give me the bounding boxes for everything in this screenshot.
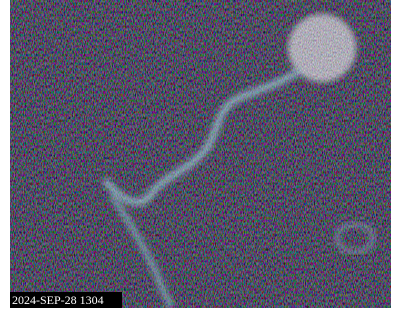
image: 2024-SEP-28 1304 [10, 0, 391, 308]
timestamp: 2024-SEP-28 1304 [12, 293, 104, 307]
image-frame: 2024-SEP-28 1304 [0, 0, 396, 311]
page: Noisy image {"timestamp": "2024-SEP-28 1… [0, 0, 396, 311]
page-body: 2024-SEP-28 1304 (() => { const data = J… [0, 0, 396, 311]
